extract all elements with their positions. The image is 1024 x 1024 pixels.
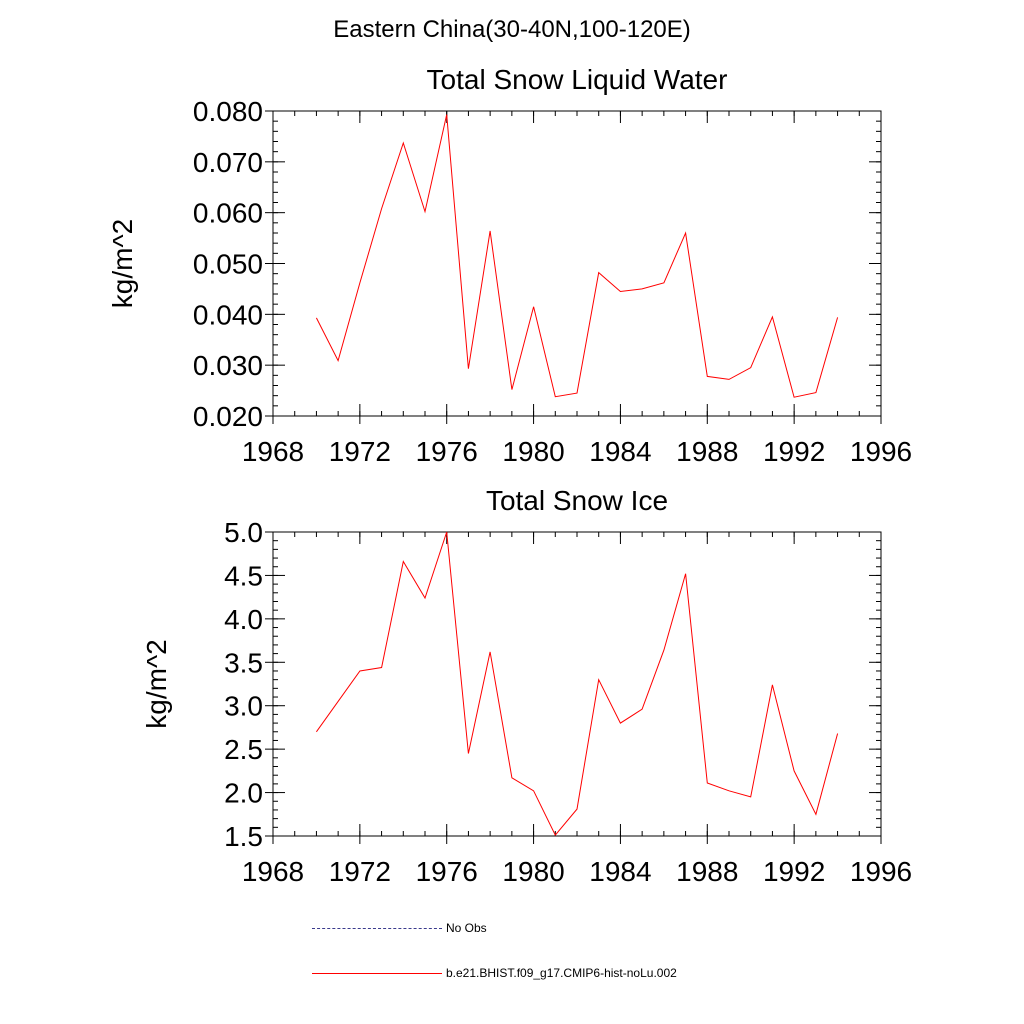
chart1-x-tick-label: 1976 — [416, 436, 478, 467]
chart2-series-line-1 — [315, 531, 839, 837]
chart1-y-tick-label: 0.040 — [193, 299, 263, 330]
chart1-x-tick-label: 1988 — [676, 436, 738, 467]
figure-suptitle: Eastern China(30-40N,100-120E) — [333, 16, 691, 43]
chart2-y-axis-label: kg/m^2 — [141, 639, 172, 728]
chart2-y-tick-label: 4.5 — [224, 560, 263, 591]
chart1-plot-frame — [272, 110, 882, 417]
chart2-y-tick-label: 1.5 — [224, 821, 263, 852]
chart1-title: Total Snow Liquid Water — [427, 64, 728, 95]
chart2-x-tick-label: 1976 — [416, 856, 478, 887]
chart1-x-tick-label: 1992 — [763, 436, 825, 467]
chart1-y-tick-label: 0.070 — [193, 147, 263, 178]
chart1-x-tick-label: 1972 — [329, 436, 391, 467]
chart2-plot-frame — [272, 531, 882, 837]
chart2-x-tick-label: 1996 — [850, 856, 912, 887]
chart1-x-tick-label: 1996 — [850, 436, 912, 467]
chart1-x-tick-label: 1984 — [589, 436, 651, 467]
chart1-y-tick-label: 0.020 — [193, 401, 263, 432]
chart2-y-tick-label: 3.5 — [224, 647, 263, 678]
chart2-title: Total Snow Ice — [486, 485, 668, 516]
chart1-x-tick-label: 1968 — [242, 436, 304, 467]
chart2-y-tick-label: 2.5 — [224, 734, 263, 765]
chart2-x-tick-label: 1988 — [676, 856, 738, 887]
chart2-x-tick-label: 1984 — [589, 856, 651, 887]
chart1-y-tick-label: 0.060 — [193, 198, 263, 229]
chart2-y-tick-label: 5.0 — [224, 517, 263, 548]
chart1-y-tick-label: 0.030 — [193, 350, 263, 381]
chart1-x-tick-label: 1980 — [502, 436, 564, 467]
chart2-y-tick-label: 2.0 — [224, 778, 263, 809]
chart1-y-tick-label: 0.050 — [193, 249, 263, 280]
chart2-y-tick-label: 3.0 — [224, 691, 263, 722]
chart1-y-tick-label: 0.080 — [193, 96, 263, 127]
chart2-x-tick-label: 1968 — [242, 856, 304, 887]
chart1-y-axis-label: kg/m^2 — [107, 219, 138, 308]
chart2-x-tick-label: 1972 — [329, 856, 391, 887]
chart2-x-tick-label: 1980 — [502, 856, 564, 887]
chart1-series-line-1 — [315, 114, 839, 398]
chart2-x-tick-label: 1992 — [763, 856, 825, 887]
chart2-y-tick-label: 4.0 — [224, 604, 263, 635]
